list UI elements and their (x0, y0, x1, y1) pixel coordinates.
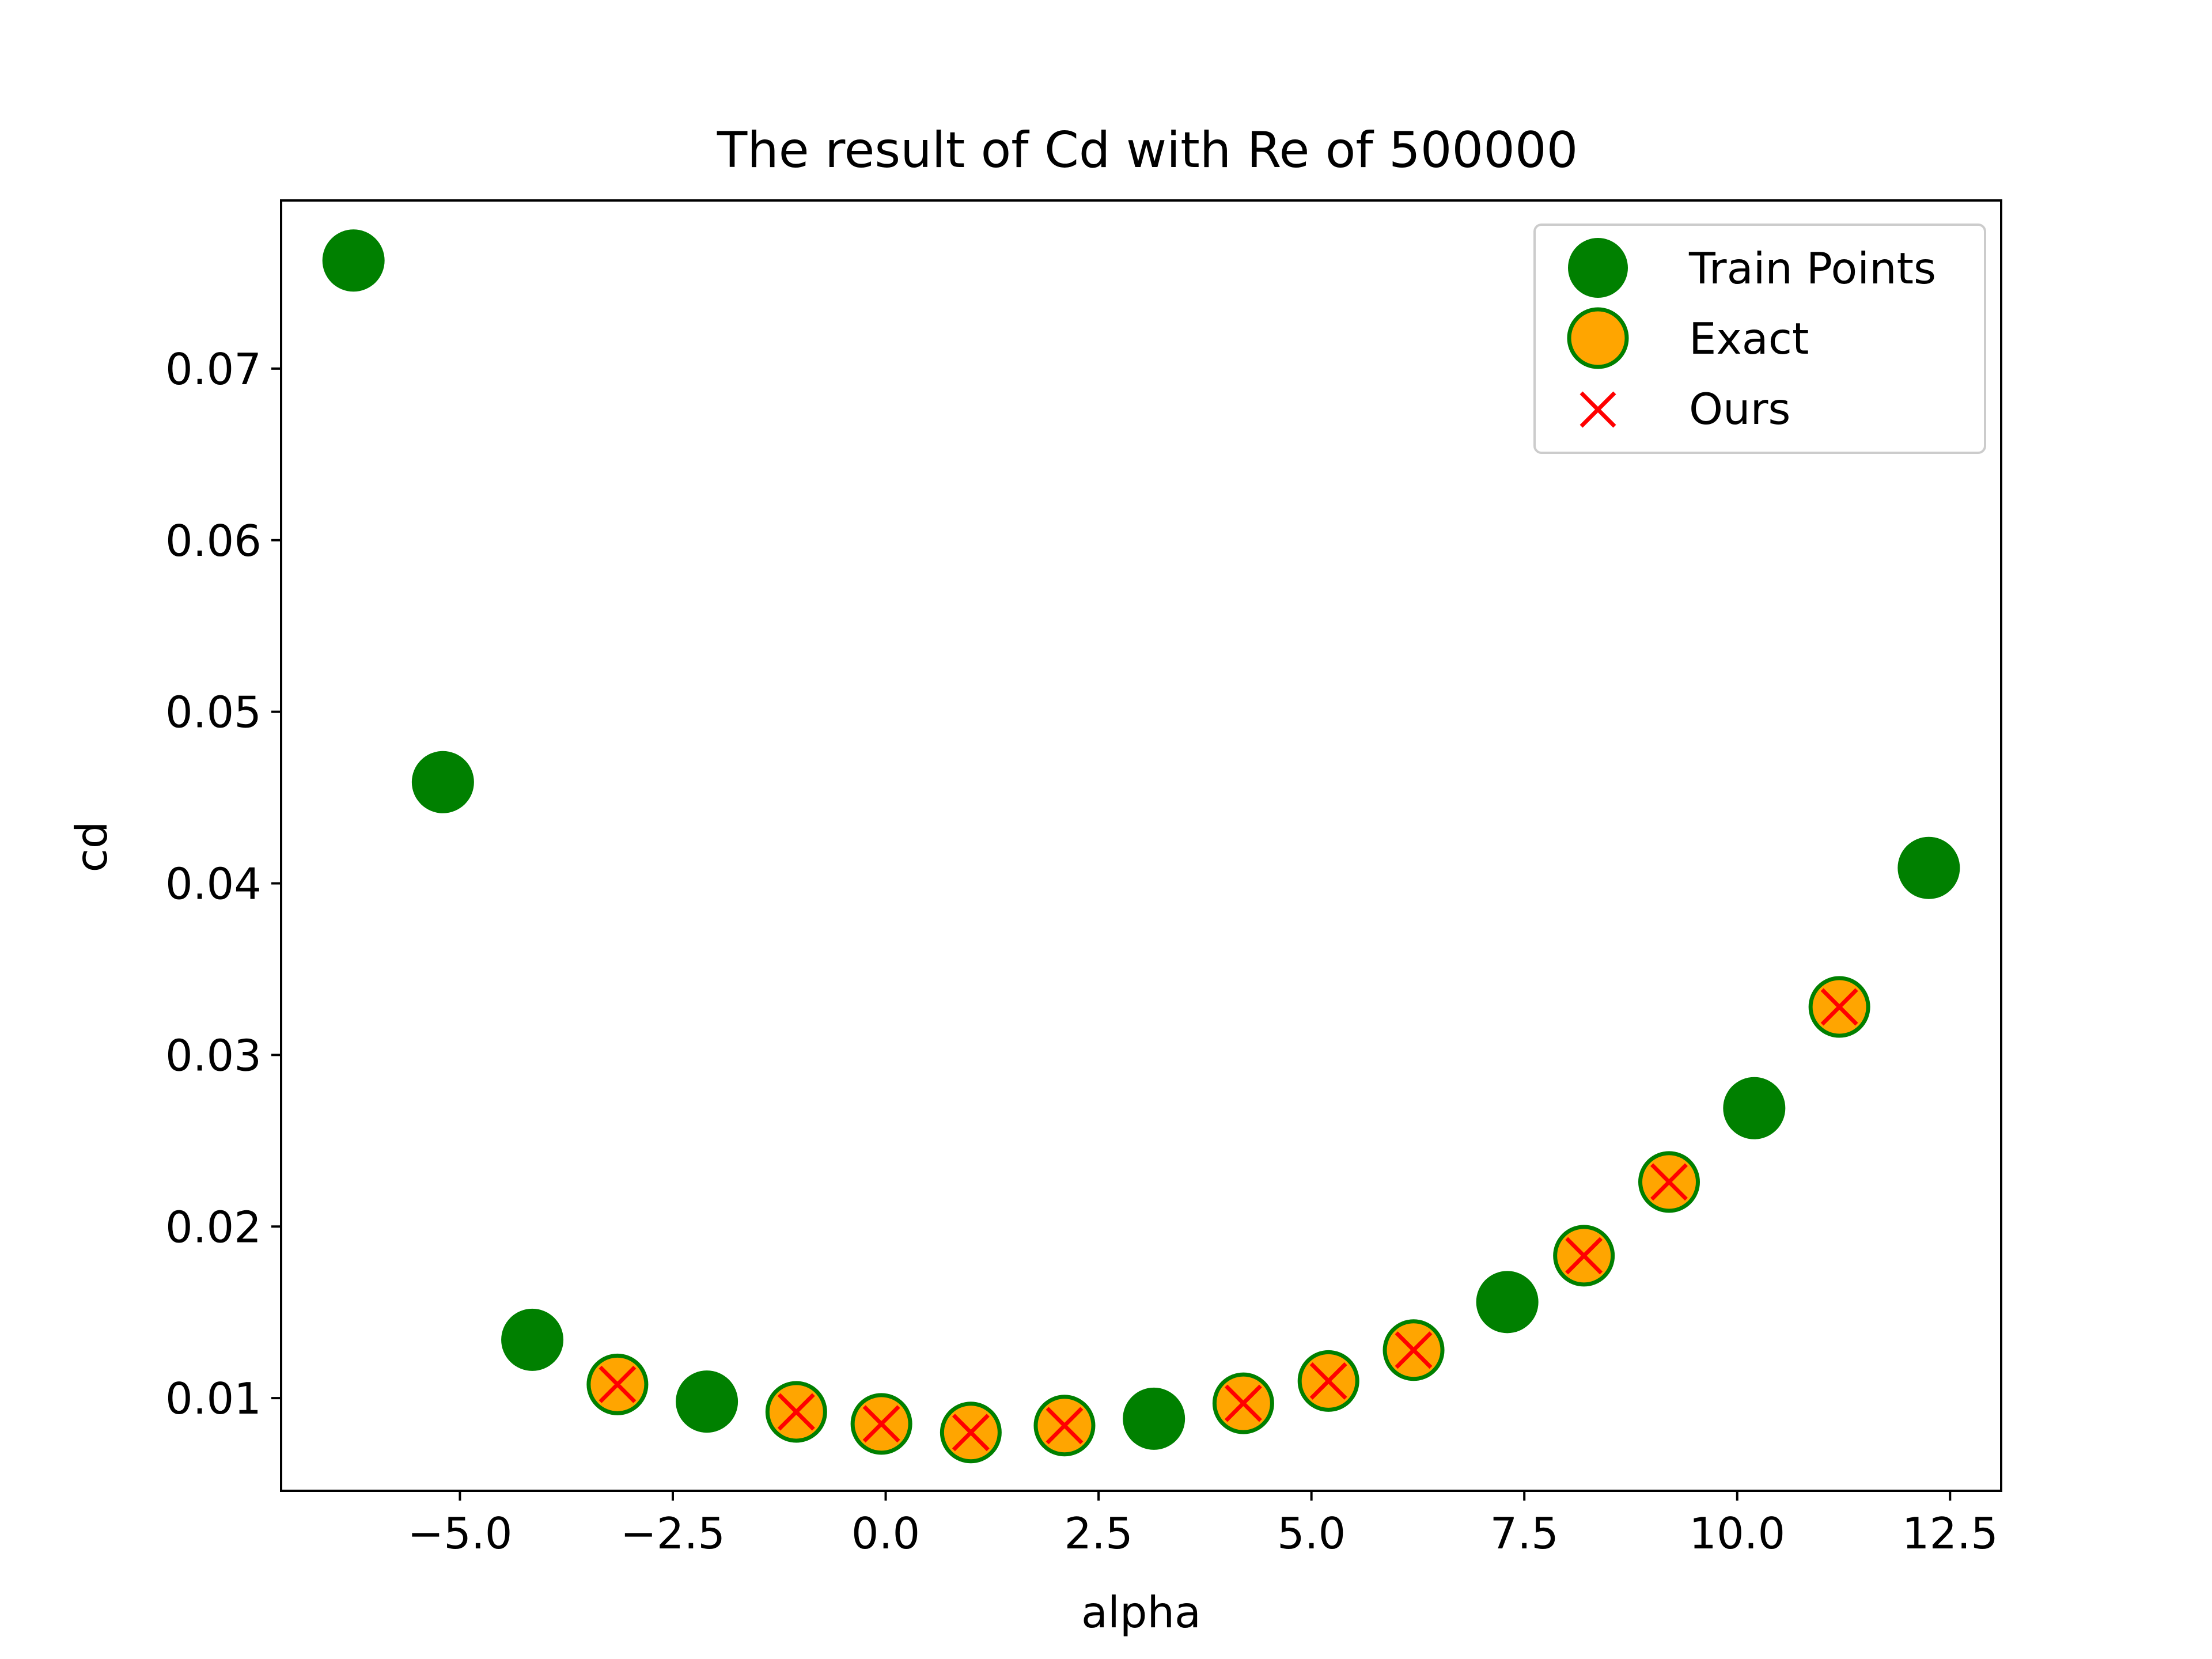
legend-label-train-points: Train Points (1688, 243, 1936, 294)
x-tick-label: 0.0 (851, 1508, 920, 1559)
y-tick-label: 0.05 (165, 687, 262, 738)
ours-point (1046, 1407, 1084, 1445)
ours-point (777, 1393, 815, 1431)
legend-marker-ours (1580, 391, 1616, 428)
ours-point (1395, 1331, 1433, 1369)
train-point (1723, 1077, 1786, 1139)
x-tick-label: 12.5 (1902, 1508, 1998, 1559)
x-tick-label: 5.0 (1277, 1508, 1346, 1559)
train-point (1476, 1271, 1539, 1334)
train-point (501, 1308, 564, 1371)
train-point (411, 751, 474, 813)
y-tick-label: 0.06 (165, 516, 262, 566)
ours-point (1650, 1163, 1688, 1201)
y-axis-label: cd (66, 821, 117, 873)
ours-point (862, 1405, 900, 1443)
y-tick-label: 0.01 (165, 1373, 262, 1424)
y-tick-label: 0.02 (165, 1202, 262, 1252)
train-point (322, 229, 385, 292)
legend-label-ours: Ours (1689, 384, 1790, 434)
legend-marker-train-points (1568, 238, 1628, 298)
ours-point (599, 1365, 637, 1403)
x-axis: −5.0 −2.5 0.0 2.5 5.0 7.5 10.0 12.5 (407, 1491, 1998, 1559)
x-tick-label: 10.0 (1689, 1508, 1785, 1559)
legend: Train Points Exact Ours (1533, 224, 1986, 454)
y-tick-label: 0.07 (165, 344, 262, 395)
ours-point (952, 1414, 990, 1452)
train-point (676, 1370, 738, 1433)
x-tick-label: 2.5 (1064, 1508, 1132, 1559)
train-point (1897, 836, 1960, 899)
ours-point (1224, 1384, 1262, 1422)
y-axis: 0.01 0.02 0.03 0.04 0.05 0.06 0.07 (165, 344, 281, 1424)
legend-marker-exact (1567, 307, 1629, 369)
ours-point (1309, 1362, 1347, 1400)
x-tick-label: −2.5 (620, 1508, 725, 1559)
plot-area (322, 229, 1960, 1464)
x-tick-label: −5.0 (407, 1508, 512, 1559)
y-tick-label: 0.03 (165, 1030, 262, 1081)
x-axis-label: alpha (1081, 1587, 1201, 1638)
x-tick-label: 7.5 (1490, 1508, 1559, 1559)
legend-label-exact: Exact (1689, 313, 1809, 364)
y-tick-label: 0.04 (165, 859, 262, 910)
legend-frame (1533, 224, 1986, 454)
chart-title: The result of Cd with Re of 500000 (717, 122, 1578, 179)
train-point (1123, 1387, 1185, 1450)
ours-point (1565, 1237, 1603, 1275)
ours-point (1820, 988, 1858, 1026)
plot-frame (280, 199, 2002, 1492)
